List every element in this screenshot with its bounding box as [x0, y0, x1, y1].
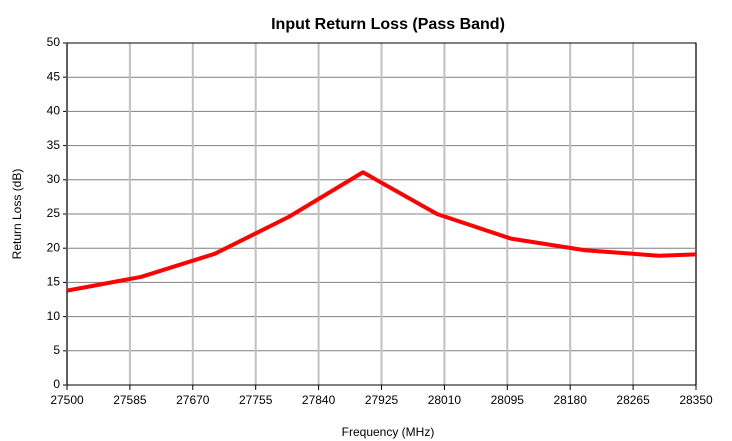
- y-tick-label: 40: [47, 104, 61, 118]
- y-tick-label: 30: [47, 172, 61, 186]
- x-tick-label: 27670: [176, 393, 210, 407]
- x-tick-label: 27840: [302, 393, 336, 407]
- x-tick-label: 27755: [239, 393, 273, 407]
- plot-border: [66, 42, 697, 386]
- y-tick-label: 10: [47, 309, 61, 323]
- x-tick-label: 27585: [113, 393, 147, 407]
- x-tick-label: 28350: [679, 393, 713, 407]
- chart-title: Input Return Loss (Pass Band): [271, 16, 505, 33]
- x-tick-label: 27925: [365, 393, 399, 407]
- x-tick-label: 28265: [616, 393, 650, 407]
- x-axis-label: Frequency (MHz): [342, 425, 435, 439]
- y-tick-label: 50: [47, 35, 61, 49]
- y-tick-label: 0: [53, 377, 60, 391]
- x-tick-label: 27500: [50, 393, 84, 407]
- y-tick-label: 5: [53, 343, 60, 357]
- x-tick-label: 28180: [554, 393, 588, 407]
- data-line: [66, 170, 697, 293]
- y-tick-label: 25: [47, 206, 61, 220]
- x-tick-label: 28010: [428, 393, 462, 407]
- x-tick-label: 28095: [491, 393, 525, 407]
- y-tick-label: 45: [47, 69, 61, 83]
- y-tick-label: 15: [47, 275, 61, 289]
- y-axis-label: Return Loss (dB): [10, 169, 24, 260]
- y-tick-label: 20: [47, 240, 61, 254]
- y-tick-label: 35: [47, 138, 61, 152]
